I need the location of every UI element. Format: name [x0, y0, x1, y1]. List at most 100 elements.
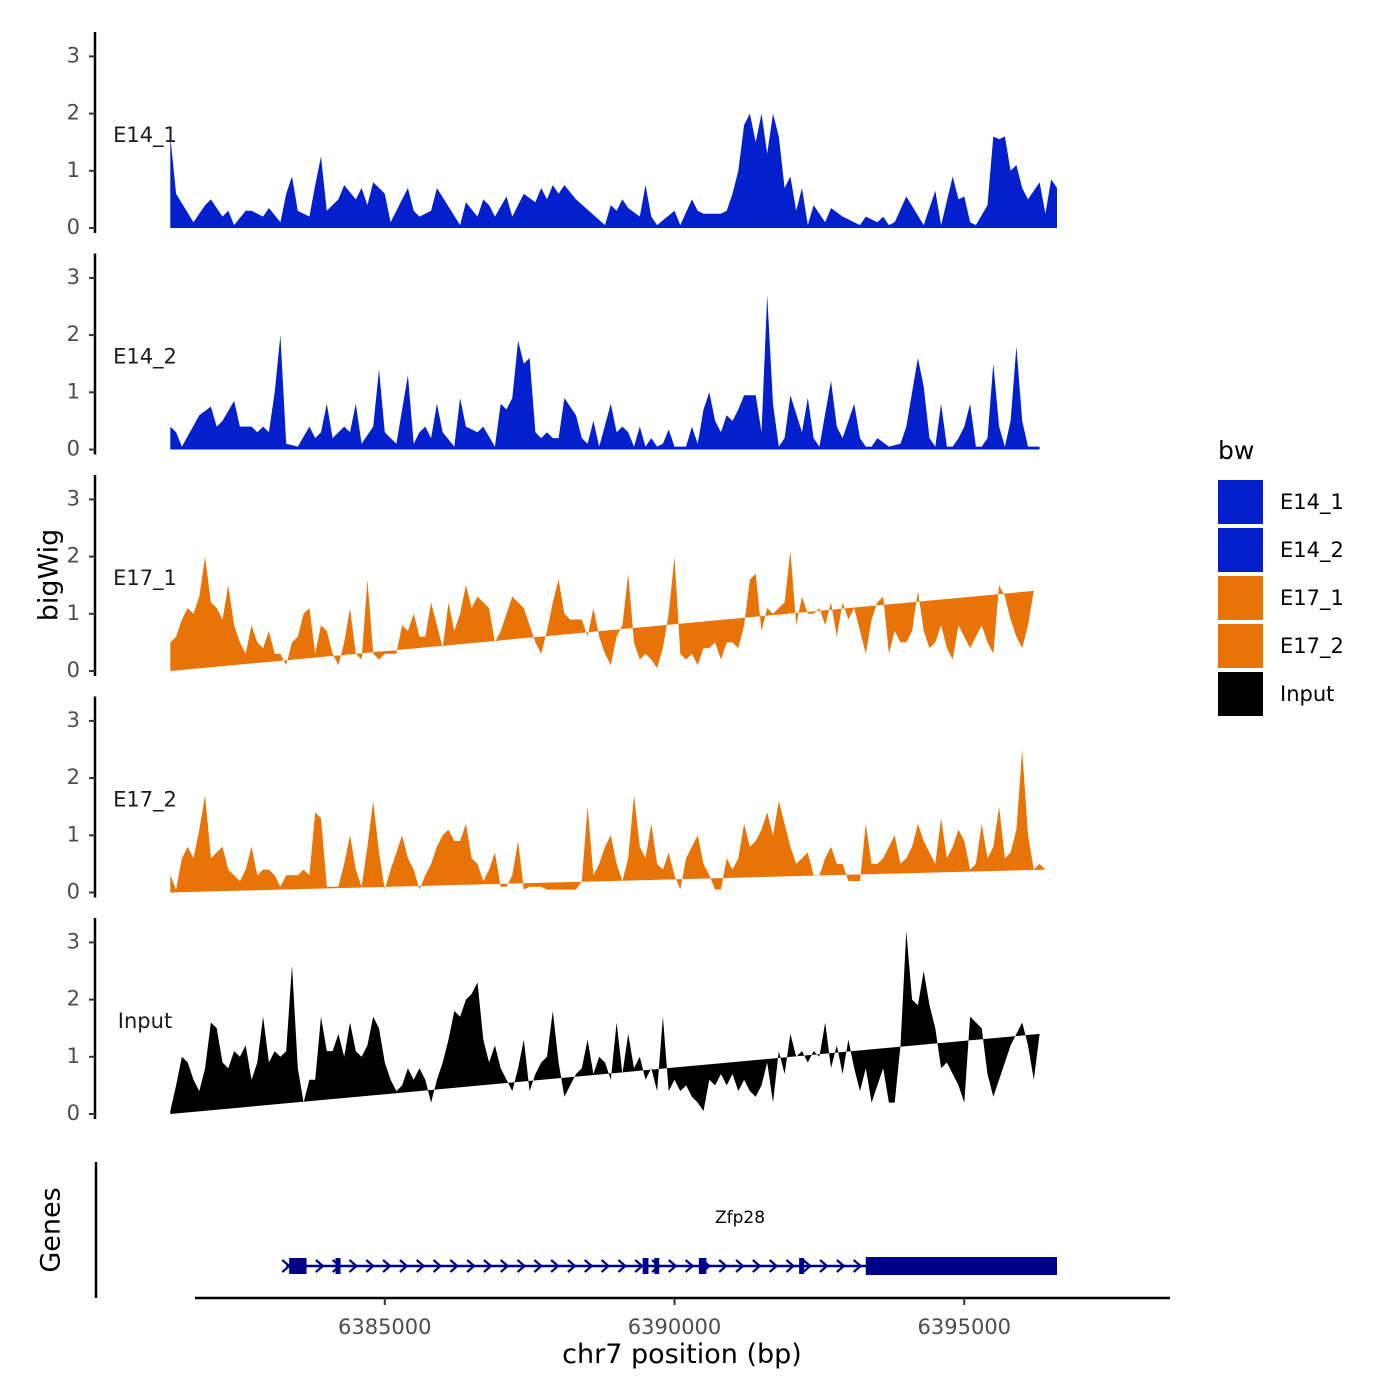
exon-7 — [865, 1257, 1058, 1275]
exon-3 — [642, 1258, 649, 1274]
exon-6 — [799, 1258, 805, 1274]
strand-arrow — [684, 1259, 695, 1273]
y-tick-label-E14_2-2: 2 — [67, 322, 80, 346]
strand-arrow — [668, 1259, 678, 1273]
strand-arrow — [500, 1259, 510, 1273]
y-tick-label-Input-3: 3 — [67, 929, 80, 953]
strand-arrow — [735, 1259, 745, 1273]
y-tick-label-E17_2-2: 2 — [67, 765, 80, 789]
legend-label-E14_1: E14_1 — [1280, 490, 1344, 515]
y-tick-label-E14_1-0: 0 — [67, 215, 80, 239]
strand-arrow — [819, 1259, 829, 1273]
y-tick-label-E17_2-3: 3 — [67, 708, 80, 732]
legend-item-E14_1[interactable]: E14_1 — [1218, 480, 1344, 524]
strand-arrow — [516, 1259, 527, 1273]
y-tick-label-E14_1-3: 3 — [67, 43, 80, 67]
track-label-E14_1: E14_1 — [113, 123, 177, 148]
y-tick-label-Input-2: 2 — [67, 987, 80, 1011]
strand-arrow — [399, 1259, 409, 1273]
strand-arrow — [415, 1259, 426, 1273]
legend-item-Input[interactable]: Input — [1218, 672, 1334, 716]
strand-arrow — [617, 1259, 628, 1273]
strand-arrow — [281, 1259, 291, 1273]
x-tick-label-6395000: 6395000 — [918, 1315, 1012, 1339]
y-tick-label-Input-0: 0 — [67, 1101, 80, 1125]
y-tick-label-E17_1-1: 1 — [67, 601, 80, 625]
legend-item-E17_2[interactable]: E17_2 — [1218, 624, 1344, 668]
exon-1 — [289, 1258, 307, 1274]
strand-arrow — [432, 1259, 443, 1273]
strand-arrow — [483, 1259, 493, 1273]
gene-panel: Genes Zfp28 — [36, 1162, 1058, 1298]
y-tick-label-Input-1: 1 — [67, 1044, 80, 1068]
strand-arrow — [365, 1259, 375, 1273]
track-label-Input: Input — [118, 1009, 172, 1033]
strand-arrow — [567, 1259, 577, 1273]
y-tick-label-E14_2-3: 3 — [67, 265, 80, 289]
strand-arrow — [634, 1259, 644, 1273]
strand-arrow — [584, 1259, 594, 1273]
legend-label-E17_2: E17_2 — [1280, 634, 1344, 659]
legend-swatch-E17_1 — [1218, 576, 1263, 620]
signal-area-E17_1 — [170, 550, 1034, 671]
strand-arrow — [718, 1259, 728, 1273]
x-axis: chr7 position (bp) 6385000 6390000 6395000 — [195, 1296, 1170, 1370]
x-tick-label-6390000: 6390000 — [628, 1315, 722, 1339]
legend-item-E14_2[interactable]: E14_2 — [1218, 528, 1344, 572]
track-label-E17_2: E17_2 — [113, 788, 177, 813]
strand-arrow — [836, 1259, 846, 1273]
y-tick-label-E17_1-2: 2 — [67, 544, 80, 568]
track-E17_1: 0 1 2 3 E17_1 — [67, 475, 1034, 682]
signal-tracks: 0 1 2 3 E14_1 0 1 2 3 E14_2 0 1 2 3 E17_1 0 1 2 3 E17_2 0 1 2 3… — [67, 32, 1058, 1125]
strand-arrow — [768, 1259, 779, 1273]
strand-arrow — [550, 1259, 560, 1273]
exon-5 — [698, 1258, 707, 1274]
y-tick-label-E14_1-1: 1 — [67, 158, 80, 182]
y-tick-label-E17_1-3: 3 — [67, 486, 80, 510]
legend-label-Input: Input — [1280, 682, 1334, 706]
y-tick-label-E17_2-1: 1 — [67, 822, 80, 846]
legend-title: bw — [1218, 436, 1254, 465]
x-tick-label-6385000: 6385000 — [338, 1315, 432, 1339]
legend-label-E14_2: E14_2 — [1280, 538, 1344, 563]
track-E17_2: 0 1 2 3 E17_2 — [67, 696, 1046, 904]
strand-arrow — [600, 1259, 611, 1273]
y-tick-label-E14_1-2: 2 — [67, 101, 80, 125]
strand-arrow — [382, 1259, 392, 1273]
signal-area-E14_1 — [170, 113, 1058, 228]
strand-arrow — [752, 1259, 762, 1273]
strand-arrow — [315, 1259, 325, 1273]
track-Input: 0 1 2 3 Input — [67, 918, 1040, 1125]
y-axis-title: bigWig — [34, 529, 65, 622]
gene-panel-label: Genes — [36, 1187, 67, 1272]
track-label-E14_2: E14_2 — [113, 345, 177, 370]
legend-swatch-E14_1 — [1218, 480, 1263, 524]
legend-swatch-E17_2 — [1218, 624, 1263, 668]
signal-area-Input — [170, 931, 1040, 1114]
strand-arrow — [802, 1259, 812, 1273]
track-label-E17_1: E17_1 — [113, 566, 177, 591]
legend-label-E17_1: E17_1 — [1280, 586, 1344, 611]
exon-4 — [654, 1258, 660, 1274]
y-tick-label-E17_2-0: 0 — [67, 880, 80, 904]
y-tick-label-E14_2-1: 1 — [67, 379, 80, 403]
legend-item-E17_1[interactable]: E17_1 — [1218, 576, 1344, 620]
track-E14_2: 0 1 2 3 E14_2 — [67, 253, 1040, 461]
y-tick-label-E17_1-0: 0 — [67, 658, 80, 682]
strand-arrow — [785, 1259, 796, 1273]
x-axis-title: chr7 position (bp) — [562, 1339, 802, 1370]
signal-area-E17_2 — [170, 749, 1046, 893]
strand-arrow — [533, 1259, 544, 1273]
gene-model-Zfp28 — [281, 1257, 1058, 1275]
y-tick-label-E14_2-0: 0 — [67, 437, 80, 461]
strand-arrow — [348, 1259, 359, 1273]
legend-swatch-E14_2 — [1218, 528, 1263, 572]
exon-2 — [335, 1258, 341, 1274]
strand-arrow — [449, 1259, 459, 1273]
strand-arrow — [466, 1259, 476, 1273]
track-E14_1: 0 1 2 3 E14_1 — [67, 32, 1058, 239]
gene-name-label: Zfp28 — [715, 1208, 765, 1228]
legend: bw E14_1 E14_2 E17_1 E17_2 Input — [1218, 436, 1344, 716]
legend-swatch-Input — [1218, 672, 1263, 716]
